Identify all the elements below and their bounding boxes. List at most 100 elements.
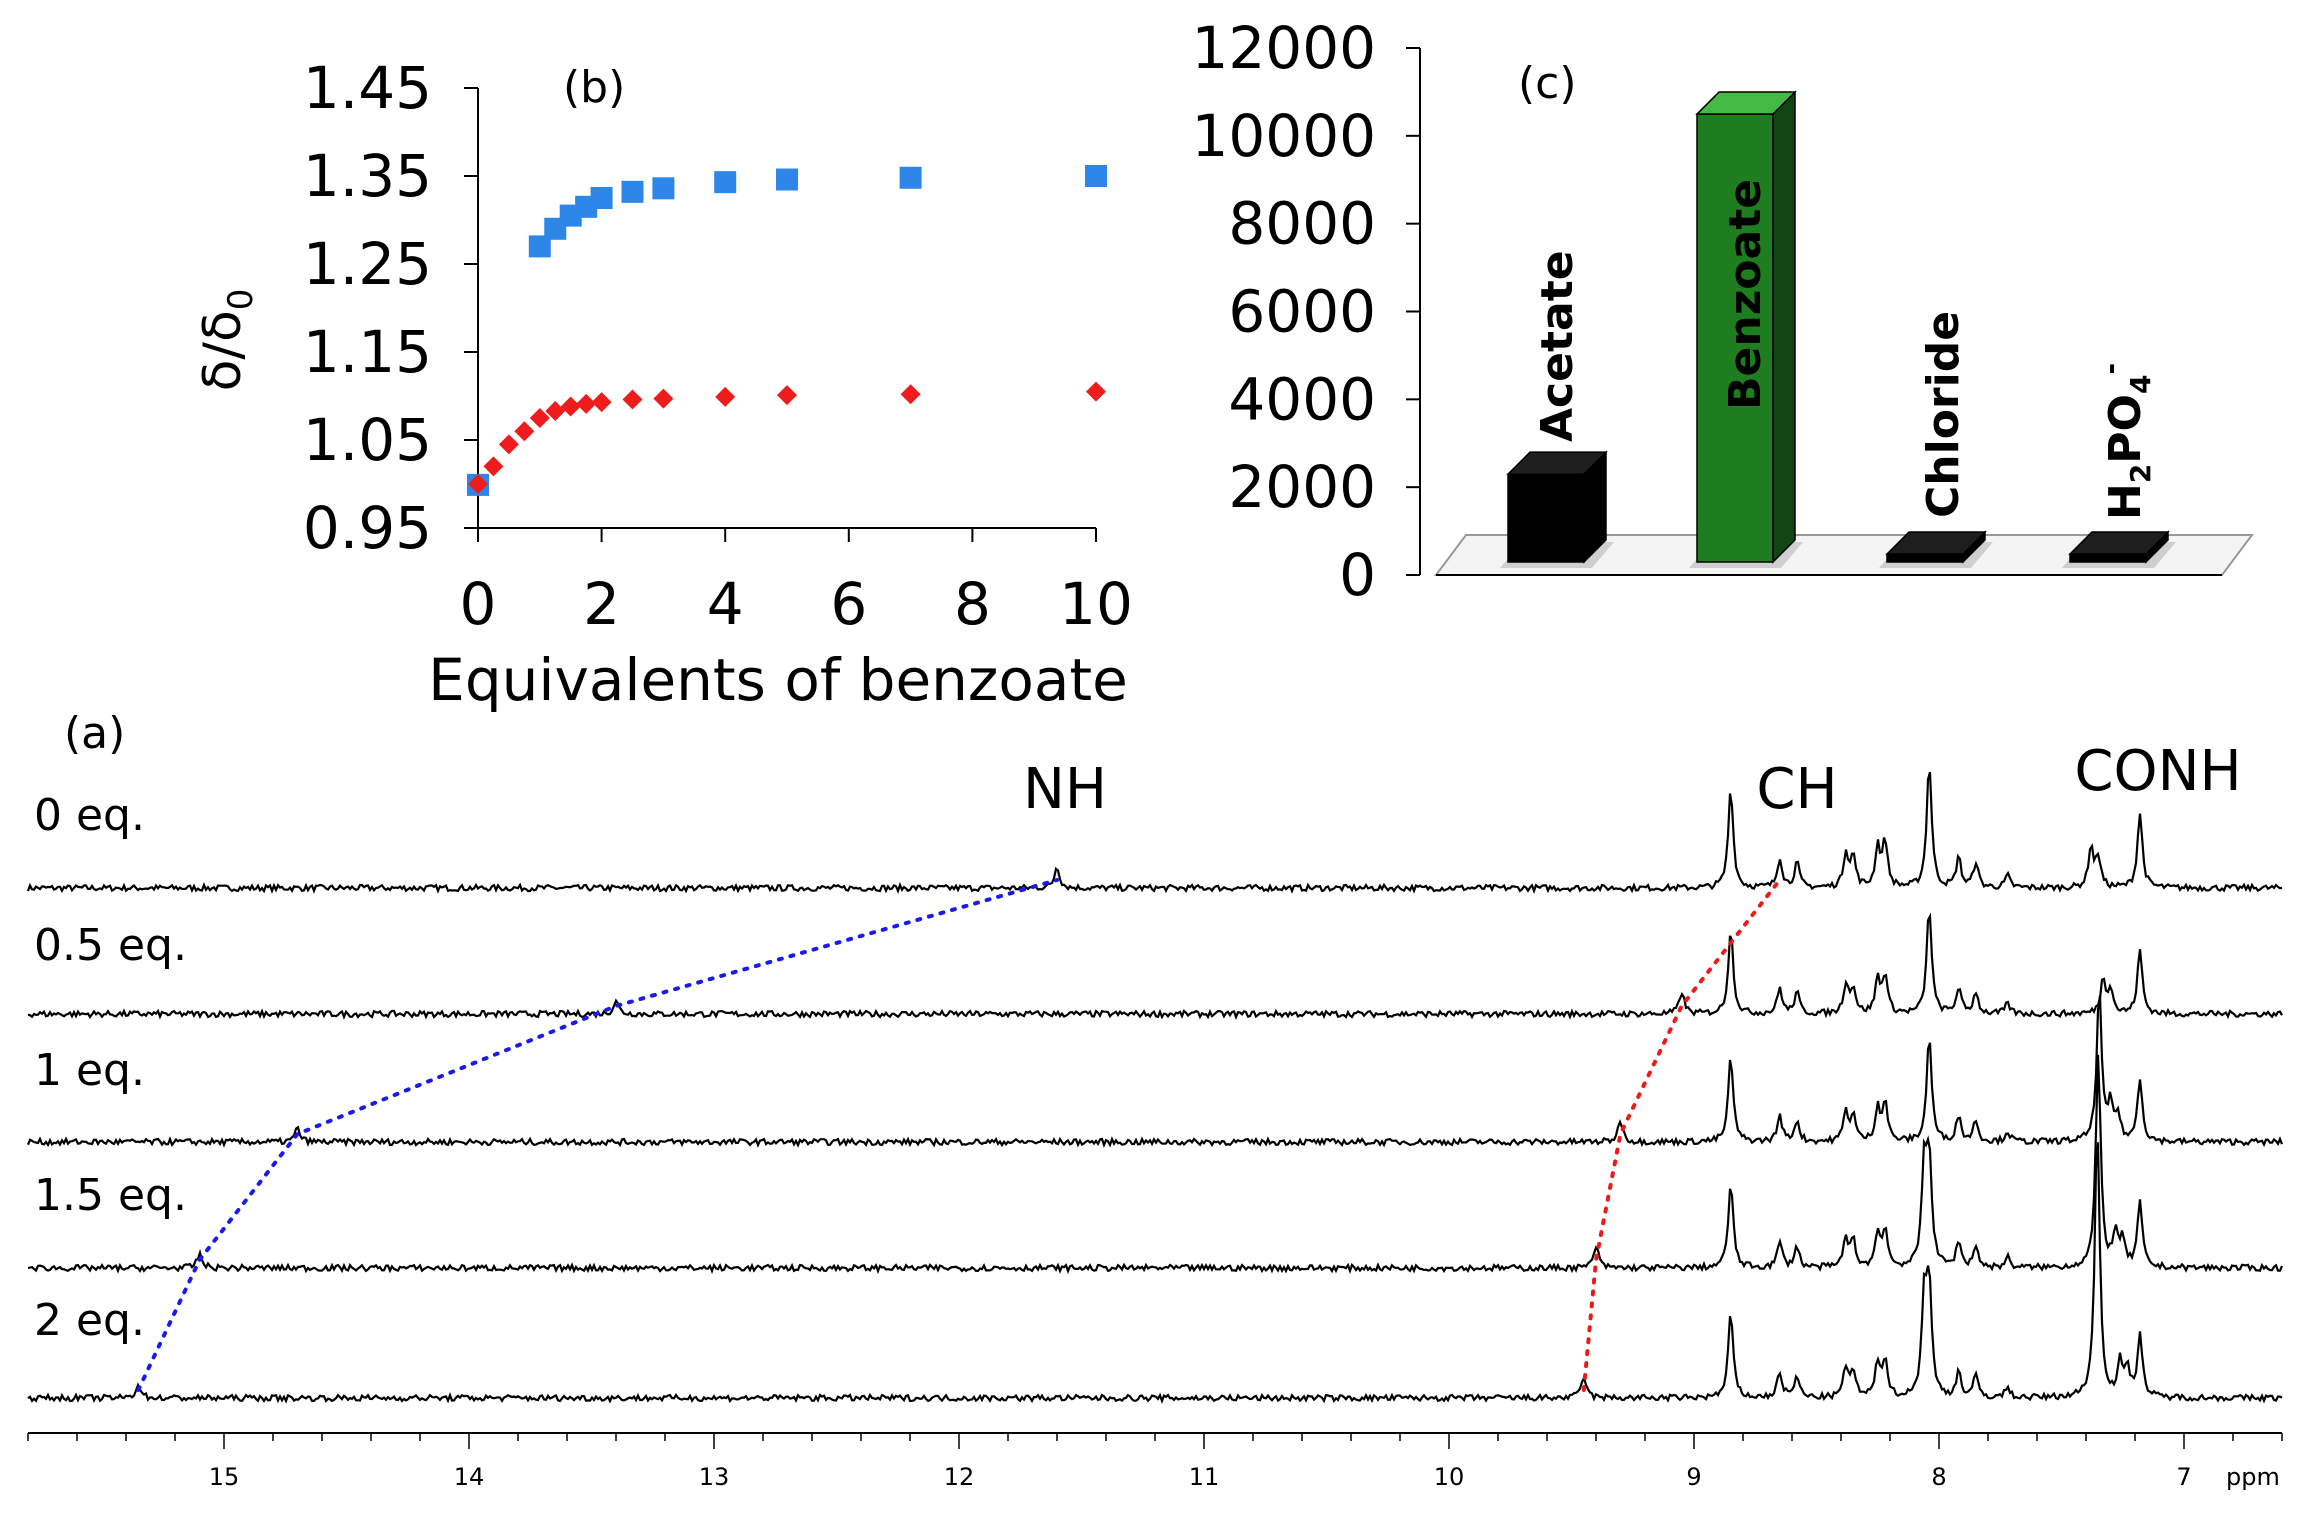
c-bar-label-acetate: Acetate (1532, 250, 1583, 442)
c-bar-top (2068, 531, 2170, 555)
a-trace (27, 1054, 2284, 1275)
a-x-tick-label: 8 (1931, 1463, 1946, 1491)
c-h2po4-sub4: 4 (2124, 375, 2157, 394)
a-guides (136, 878, 1782, 1392)
a-x-unit: ppm (2226, 1463, 2280, 1491)
c-y-tick-label: 10000 (1191, 102, 1376, 170)
a-peak-label-nh: NH (1023, 757, 1107, 822)
c-h2po4-po: PO (2100, 394, 2151, 464)
a-x-tick-label: 7 (2176, 1463, 2191, 1491)
c-h2po4-h: H (2100, 483, 2151, 520)
b-x-axis-title: Equivalents of benzoate (428, 646, 1128, 714)
a-trace-label: 0.5 eq. (34, 920, 187, 971)
a-x-tick-label: 10 (1434, 1463, 1465, 1491)
a-traces (26, 771, 2284, 1404)
c-bar-top (1885, 531, 1987, 555)
a-x-tick-label: 15 (209, 1463, 240, 1491)
b-x-tick-label: 0 (460, 570, 497, 638)
scatter-chart-b: 0.95 1.05 1.15 1.25 1.35 1.45 0 2 4 6 8 10 (b) Equ… (193, 54, 1133, 714)
b-y-axis-title-main: δ/δ (193, 310, 253, 391)
b-point-ch (545, 400, 566, 421)
a-x-tick-label: 12 (944, 1463, 975, 1491)
b-y-axis-title-sub: 0 (221, 289, 261, 311)
b-panel-label: (b) (563, 62, 625, 113)
b-points (467, 165, 1107, 496)
a-peak-label-ch: CH (1756, 757, 1837, 822)
b-point-ch (777, 385, 797, 406)
a-panel-label: (a) (64, 708, 125, 759)
b-point-ch (529, 408, 550, 428)
b-point-nh (528, 235, 551, 258)
b-point-ch (1086, 381, 1106, 402)
b-point-ch (900, 384, 921, 405)
c-bar-front (1886, 553, 1964, 563)
a-trace-labels: 0 eq. 0.5 eq. 1 eq. 1.5 eq. 2 eq. (34, 790, 187, 1346)
c-y-tick-label: 12000 (1191, 14, 1376, 82)
c-h2po4-sup: - (2094, 363, 2127, 375)
b-y-tick-label: 0.95 (303, 494, 432, 562)
c-bar-top (1695, 91, 1797, 115)
b-point-nh (621, 180, 644, 203)
a-trace (27, 912, 2283, 1020)
b-y-tick-label: 1.45 (303, 54, 432, 122)
b-point-nh (714, 171, 737, 194)
b-x-tick-label: 4 (707, 570, 744, 638)
a-trace (26, 995, 2284, 1148)
a-nh-guide (136, 878, 1059, 1392)
a-x-tick-label: 11 (1189, 1463, 1220, 1491)
c-bar-side (1772, 90, 1796, 564)
c-bar-label-h2po4: H2PO4- (2094, 363, 2157, 520)
c-bar-front (2069, 553, 2147, 563)
b-point-ch (498, 434, 519, 455)
a-x-tick-label: 9 (1686, 1463, 1701, 1491)
b-y-tick-label: 1.15 (303, 318, 432, 386)
b-point-ch (483, 456, 504, 477)
b-y-tick-label: 1.05 (303, 406, 432, 474)
b-point-ch (560, 396, 581, 417)
a-trace (26, 771, 2283, 895)
b-x-tick-label: 10 (1059, 570, 1133, 638)
b-x-tick-label: 8 (954, 570, 991, 638)
c-y-tick-label: 0 (1339, 541, 1376, 609)
c-y-ticks: 0 2000 4000 6000 8000 10000 12000 (1191, 14, 1420, 609)
c-y-tick-label: 8000 (1228, 190, 1376, 258)
c-bar-front (1696, 113, 1774, 563)
a-trace-label: 1.5 eq. (34, 1170, 187, 1221)
c-bar-top (1506, 451, 1608, 475)
b-x-ticks: 0 2 4 6 8 10 (460, 528, 1133, 638)
a-trace-label: 0 eq. (34, 790, 145, 841)
b-point-ch (715, 386, 736, 407)
c-bar-label-chloride: Chloride (1918, 311, 1969, 518)
a-trace-label: 2 eq. (34, 1295, 145, 1346)
a-trace-label: 1 eq. (34, 1045, 145, 1096)
b-point-ch (468, 474, 488, 494)
b-point-nh (652, 177, 675, 200)
c-y-tick-label: 6000 (1228, 278, 1376, 346)
b-point-nh (776, 168, 798, 191)
a-x-tick-label: 13 (699, 1463, 730, 1491)
a-x-ticks: 15 14 13 12 11 10 9 8 7 (27, 1433, 2283, 1491)
a-trace (27, 1142, 2283, 1404)
c-h2po4-sub2: 2 (2124, 464, 2157, 483)
nmr-chart-a: (a) 0 eq.0.5 eq.1 eq.1.5 eq.2 eq. NH CH … (26, 708, 2284, 1491)
b-point-ch (653, 388, 674, 409)
b-y-axis-title: δ/δ0 (193, 289, 261, 392)
c-y-tick-label: 4000 (1228, 365, 1376, 433)
a-peak-label-conh: CONH (2074, 739, 2241, 804)
b-point-ch (622, 389, 643, 410)
b-x-tick-label: 2 (583, 570, 620, 638)
a-x-tick-label: 14 (454, 1463, 485, 1491)
b-y-tick-label: 1.35 (303, 142, 432, 210)
b-y-tick-label: 1.25 (303, 230, 432, 298)
c-bar-front (1507, 473, 1585, 563)
a-ch-guide (1581, 878, 1782, 1392)
c-panel-label: (c) (1518, 58, 1577, 109)
b-point-nh (590, 187, 613, 209)
c-y-tick-label: 2000 (1228, 453, 1376, 521)
b-point-nh (899, 166, 922, 189)
b-point-ch (591, 392, 612, 413)
b-point-nh (1085, 165, 1107, 187)
b-x-tick-label: 6 (830, 570, 867, 638)
